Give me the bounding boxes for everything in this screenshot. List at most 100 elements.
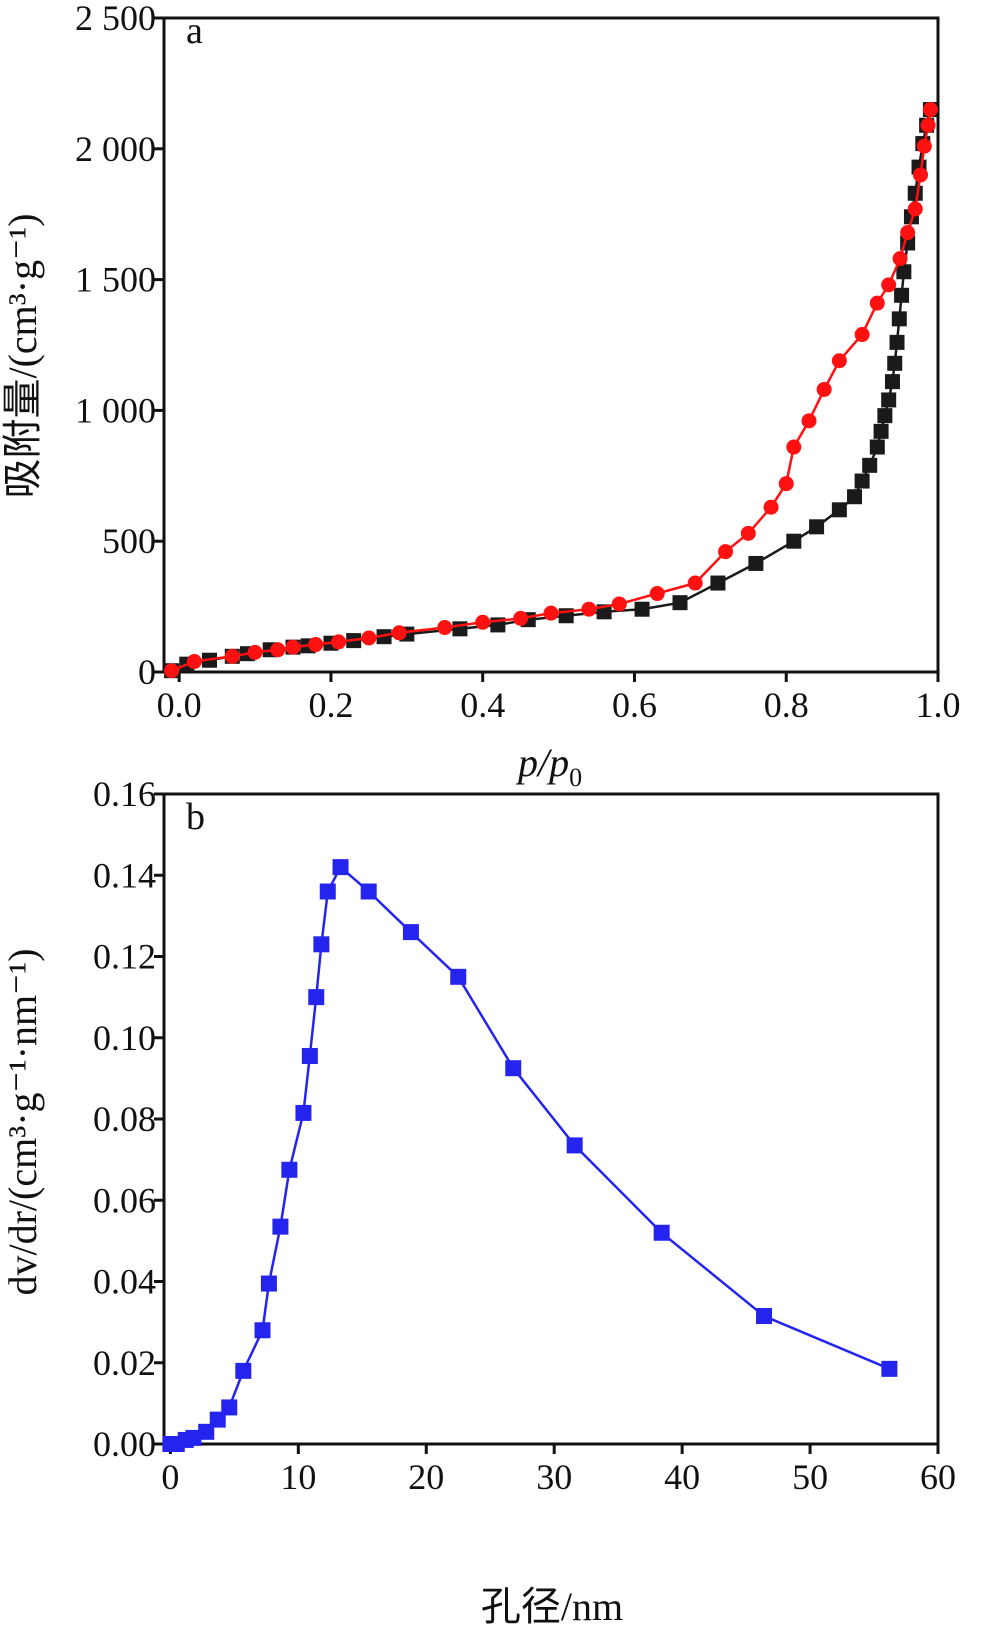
panel-a-series-1-point [896,264,912,280]
panel-a-series-2-point [437,620,453,636]
panel-a-series-2-point [475,614,491,630]
panel-a-series-1-point [862,457,878,473]
panel-a-series-2-point [649,586,665,602]
panel-a-series-1-line [171,109,932,672]
panel-a-series-1-point [847,489,863,505]
panel-b-x-tick-label: 20 [408,1457,444,1497]
panel-a-x-axis-label: p/p0 [515,740,582,792]
panel-b-y-axis-label: dv/dr/(cm³·g⁻¹·nm⁻¹) [0,948,45,1295]
panel-b-x-tick-label: 40 [664,1457,700,1497]
panel-b-series-1-point [332,859,349,876]
panel-a-series-2-point [543,605,559,621]
panel-a-series-2-point [801,413,817,429]
panel-b-series-1-point [402,924,419,941]
panel-b-series-1-point [319,883,336,900]
panel-a-series-2-point [778,476,794,492]
panel-a-series-1-point [854,473,870,489]
panel-a-x-tick-label: 0.6 [612,685,657,725]
panel-a-series-1-point [907,185,923,201]
panel-b-series-1-point [313,936,330,953]
panel-b-y-tick-label: 0.12 [93,937,156,977]
panel-a-series-1-point [884,374,900,390]
panel-a-series-1-point [672,595,688,611]
panel-a-series-2-point [513,610,529,626]
panel-a-series-1-point [786,533,802,549]
panel-a-series-2-point [285,639,301,655]
panel-b-y-tick-label: 0.06 [93,1180,156,1220]
panel-a-series-1-point [891,311,907,327]
panel-a-label: a [186,10,203,52]
panel-b-series-1-point [505,1060,522,1077]
panel-b-series-1-point [756,1308,773,1325]
panel-a-series-1-point [887,355,903,371]
panel-b-series-1-point [198,1423,215,1440]
panel-b-series-1-point [185,1429,202,1446]
panel-b-x-tick-label: 60 [920,1457,956,1497]
panel-a-series-2-point [786,439,802,455]
panel-a-y-axis-label: 吸附量/(cm³·g⁻¹) [0,213,45,498]
panel-b-series-1-point [209,1411,226,1428]
panel-a-y-tick-label: 2 000 [75,129,156,169]
panel-a-series-2-point [763,499,779,515]
panel-a-series-2-point [854,327,870,343]
panel-a-series-2-point [907,201,923,217]
panel-a-series-2-point [881,277,897,293]
panel-b-series-1-point [653,1224,670,1241]
panel-b-series-1-point [281,1161,298,1178]
panel-b-y-tick-label: 0.14 [93,855,156,895]
panel-a-series-2-point [740,525,756,541]
panel-a-x-axis-label-sub: 0 [569,763,582,792]
panel-a-series-2-point [922,102,938,118]
panel-a-series-2-line [171,109,932,672]
panel-a-series-2-point [164,663,180,679]
panel-b-x-tick-label: 30 [536,1457,572,1497]
panel-a-series-2-point [892,251,908,267]
panel-b-series-1-line [170,865,890,1446]
panel-b-series-1-point [235,1362,252,1379]
panel-a-series-1-point [634,601,650,617]
panel-b-series-1-point [260,1275,277,1292]
panel-a-series-1-point [748,555,764,571]
panel-a-series-1-point [869,439,885,455]
panel-a-series-2-point [581,601,597,617]
panel-b-y-tick-label: 0.04 [93,1262,156,1302]
panel-a-y-tick-label: 0 [138,652,156,692]
panel-a-series-2-point [361,630,377,646]
panel-a-series-2-point [816,381,832,397]
panel-a-plot-frame [162,16,940,674]
panel-a-x-tick-label: 1.0 [916,685,961,725]
panel-a-series-1-point [881,392,897,408]
panel-b-x-axis-label: 孔径/nm [481,1584,623,1629]
panel-b-y-tick-label: 0.10 [93,1018,156,1058]
panel-a-series-2-point [270,642,286,658]
panel-b-series-1-point [295,1104,312,1121]
panel-a-series-2-point [831,353,847,369]
panel-a-series-1-point [376,629,392,645]
panel-a-series-2-point [308,637,324,653]
panel-a-y-tick-label: 1 500 [75,260,156,300]
panel-b-series-1-point [301,1048,318,1065]
panel-a-series-2-point [920,117,936,133]
panel-a-series-2-point [247,644,263,660]
panel-a-series-2-point [224,648,240,664]
panel-b-y-tick-label: 0.16 [93,774,156,814]
panel-a-series-2-point [331,634,347,650]
panel-a-x-tick-label: 0.0 [157,685,202,725]
panel-a-series-2-point [916,138,932,154]
panel-a-series-1-point [889,334,905,350]
panel-b-series-1-point [272,1218,289,1235]
panel-a-series-1-point [877,408,893,424]
panel-a-plot: 0.0 0.2 0.4 0.6 0.8 1.0 0 500 1 000 1 500 2 000 2 5… [75,0,961,725]
panel-b-series-1-point [254,1322,271,1339]
panel-b-x-tick-label: 10 [280,1457,316,1497]
panel-a-series-1-point [809,519,825,535]
panel-b-label: b [186,796,205,838]
panel-a-series-1-point [873,423,889,439]
panel-a-x-tick-label: 0.2 [308,685,353,725]
panel-a-series-1-point [710,575,726,591]
panel-b-x-tick-label: 0 [161,1457,179,1497]
panel-a-series-1-point [831,502,847,518]
panel-a-y-tick-label: 500 [102,521,156,561]
panel-a-series-2-point [869,295,885,311]
panel-b-series-1-point [221,1399,238,1416]
